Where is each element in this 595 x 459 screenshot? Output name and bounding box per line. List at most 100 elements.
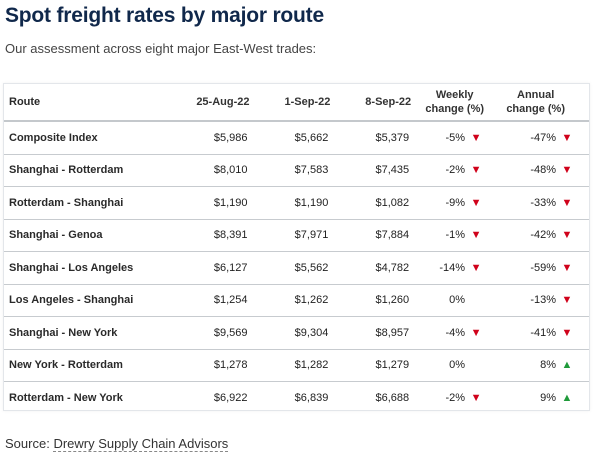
annual-change-cell: -33%	[498, 186, 589, 220]
rate-cell-date-3: $1,082	[330, 186, 412, 220]
table-header-row: Route 25-Aug-22 1-Sep-22 8-Sep-22 Weekly…	[4, 84, 589, 122]
rate-cell-date-3: $7,435	[330, 154, 412, 187]
rate-cell-date-1: $6,922	[213, 391, 248, 404]
triangle-down-icon	[561, 164, 573, 176]
route-cell: Shanghai - Rotterdam	[4, 154, 182, 187]
rate-cell-date-3: $1,279	[330, 349, 412, 382]
weekly-change-value: -4%	[445, 326, 466, 339]
rate-cell-date-1: $8,010	[181, 154, 250, 187]
annual-change-cell: -41%	[498, 316, 589, 350]
rate-cell-date-1: $9,569	[181, 316, 250, 350]
rate-cell-date-2: $5,562	[249, 251, 331, 285]
annual-change-cell: 9%	[498, 382, 589, 414]
triangle-up-icon	[561, 392, 573, 404]
rate-cell-date-1: $6,127	[181, 251, 250, 285]
weekly-change-value: 0%	[449, 359, 466, 372]
triangle-down-icon	[561, 262, 573, 274]
header-date-3: 8-Sep-22	[330, 84, 412, 122]
table-row: Shanghai - Los Angeles $6,127 $5,562 $4,782…	[4, 251, 589, 285]
rate-cell-date-3: $1,260	[330, 284, 412, 317]
route-cell: Rotterdam - Shanghai	[4, 186, 182, 220]
annual-change-cell: -47%	[498, 121, 589, 155]
source-prefix: Source:	[5, 436, 50, 451]
weekly-change-value: -1%	[445, 229, 466, 242]
weekly-change-cell: -2%	[411, 382, 498, 414]
rate-cell-date-2: $7,971	[249, 219, 331, 252]
annual-change-value: -59%	[530, 261, 556, 274]
weekly-change-cell: 0%	[411, 284, 499, 317]
triangle-down-icon	[561, 294, 573, 306]
weekly-change-cell: -5%	[411, 121, 499, 155]
triangle-down-icon	[470, 229, 482, 241]
weekly-change-cell: -14%	[411, 251, 499, 285]
weekly-change-value: -2%	[445, 164, 466, 177]
table-row: Rotterdam - New York $6,922 $6,839 $6,688 -2…	[4, 382, 589, 414]
rate-cell-date-1: $1,278	[181, 349, 250, 382]
annual-change-value: 8%	[540, 359, 556, 372]
table-row: New York - Rotterdam $1,278 $1,282 $1,279 0%…	[4, 349, 589, 382]
annual-change-value: -42%	[530, 229, 556, 242]
table-row: Composite Index$5,986$5,662$5,379 -5% -47%	[4, 121, 589, 155]
rate-cell-date-2: $7,583	[249, 154, 331, 187]
triangle-down-icon	[470, 262, 482, 274]
triangle-down-icon	[470, 164, 482, 176]
weekly-change-cell: -9%	[411, 186, 499, 220]
triangle-down-icon	[470, 197, 482, 209]
rate-cell-date-3: $8,957	[330, 316, 412, 350]
annual-change-value: -33%	[530, 196, 556, 209]
rate-cell-date-1: $5,986	[181, 121, 250, 155]
weekly-change-cell: -4%	[411, 316, 499, 350]
table-row: Rotterdam - Shanghai $1,190 $1,190 $1,082 -9…	[4, 186, 589, 220]
weekly-change-cell: -1%	[411, 219, 499, 252]
header-weekly-line1: Weekly	[435, 89, 474, 101]
rates-table-card: Route 25-Aug-22 1-Sep-22 8-Sep-22 Weekly…	[3, 83, 590, 411]
annual-change-value: 9%	[540, 391, 556, 404]
annual-change-cell: -13%	[498, 284, 589, 317]
table-row: Shanghai - Genoa$8,391$7,971$7,884 -1% -42…	[4, 219, 589, 252]
header-date-2: 1-Sep-22	[249, 84, 331, 122]
header-date-1: 25-Aug-22	[181, 84, 250, 122]
triangle-down-icon	[470, 392, 482, 404]
rate-cell-date-3: $4,782	[330, 251, 412, 285]
annual-change-value: -41%	[530, 326, 556, 339]
header-route: Route	[4, 84, 182, 122]
annual-change-value: -13%	[530, 294, 556, 307]
annual-change-cell: -42%	[498, 219, 589, 252]
route-cell: Los Angeles - Shanghai	[4, 284, 182, 317]
rate-cell-date-3: $6,688	[375, 391, 410, 404]
triangle-down-icon	[470, 327, 482, 339]
rate-cell-date-1: $1,190	[181, 186, 250, 220]
header-weekly-line2: change (%)	[425, 103, 485, 115]
page-subtitle: Our assessment across eight major East-W…	[5, 41, 317, 56]
triangle-down-icon	[561, 229, 573, 241]
weekly-change-value: -2%	[445, 391, 466, 404]
rate-cell-date-3: $5,379	[330, 121, 412, 155]
triangle-down-icon	[561, 132, 573, 144]
source-line: Source: Drewry Supply Chain Advisors	[5, 436, 229, 452]
weekly-change-cell: -2%	[411, 154, 499, 187]
route-cell: Shanghai - Los Angeles	[4, 251, 182, 285]
header-annual-line1: Annual	[517, 89, 555, 101]
weekly-change-cell: 0%	[411, 349, 499, 382]
rate-cell-date-3: $7,884	[330, 219, 412, 252]
source-link[interactable]: Drewry Supply Chain Advisors	[53, 436, 229, 452]
weekly-change-value: 0%	[449, 294, 466, 307]
annual-change-cell: -48%	[498, 154, 589, 187]
route-cell: Composite Index	[4, 121, 182, 155]
weekly-change-value: -5%	[445, 131, 466, 144]
weekly-change-value: -14%	[439, 261, 466, 274]
triangle-down-icon	[561, 197, 573, 209]
route-cell: New York - Rotterdam	[4, 349, 182, 382]
table-row: Shanghai - New York $9,569 $9,304 $8,957 -4%…	[4, 316, 589, 350]
table-row: Los Angeles - Shanghai $1,254 $1,262 $1,260…	[4, 284, 589, 317]
rate-cell-date-2: $9,304	[249, 316, 331, 350]
rate-cell-date-2: $6,839	[294, 391, 329, 404]
header-annual-change: Annual change (%)	[498, 84, 589, 122]
annual-change-cell: 8%	[498, 349, 589, 382]
weekly-change-value: -9%	[445, 196, 466, 209]
route-cell: Shanghai - Genoa	[4, 219, 182, 252]
annual-change-cell: -59%	[498, 251, 589, 285]
annual-change-value: -48%	[530, 164, 556, 177]
header-weekly-change: Weekly change (%)	[411, 84, 499, 122]
rate-cell-date-1: $1,254	[181, 284, 250, 317]
